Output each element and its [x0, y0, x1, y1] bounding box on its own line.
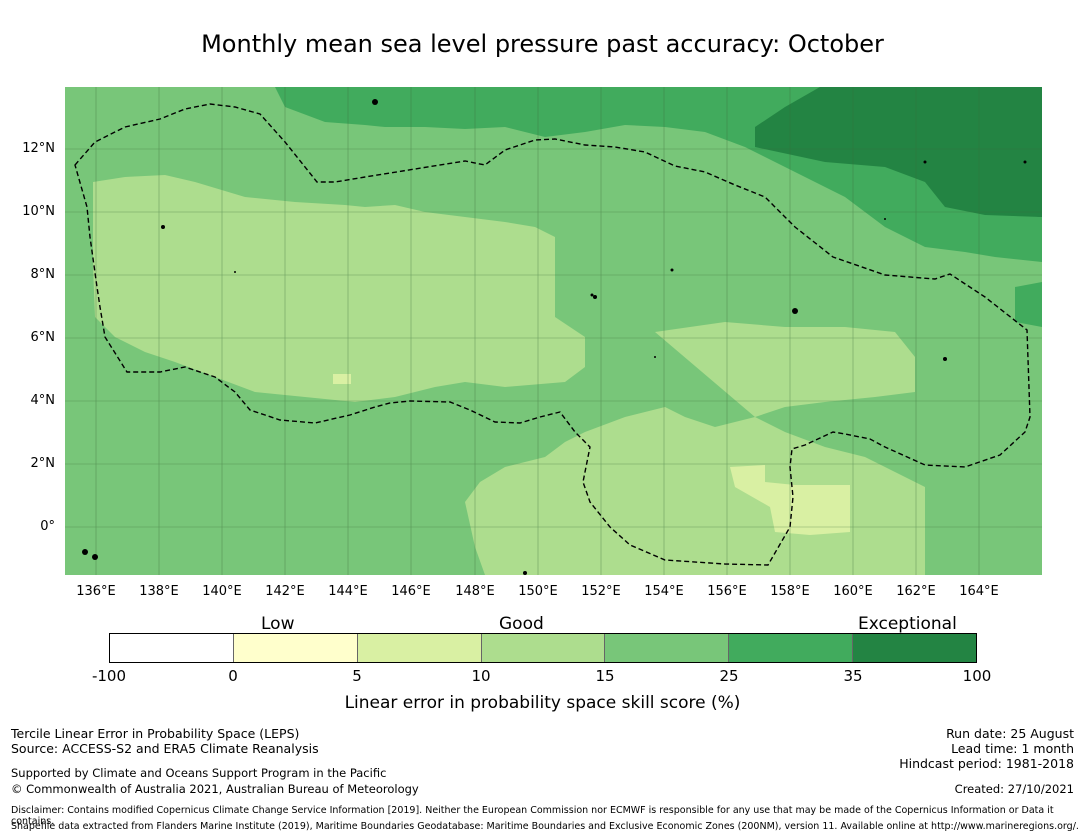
lon-label: 140°E	[202, 584, 242, 599]
lat-label: 4°N	[30, 393, 56, 408]
lon-label: 154°E	[644, 584, 684, 599]
disclaimer-shapefile: Shapefile data extracted from Flanders M…	[11, 821, 1079, 832]
colorbar-tick: 100	[962, 667, 992, 685]
colorbar-swatch	[853, 634, 977, 662]
footer-created: Created: 27/10/2021	[954, 782, 1074, 796]
colorbar-swatch	[357, 634, 482, 662]
category-low: Low	[261, 614, 295, 634]
footer-run-date: Run date: 25 August	[946, 726, 1074, 741]
colorbar-title: Linear error in probability space skill …	[344, 693, 741, 713]
footer-support: Supported by Climate and Oceans Support …	[11, 766, 387, 780]
category-exceptional: Exceptional	[858, 614, 957, 634]
eez-boundary	[74, 103, 1031, 566]
map-title: Monthly mean sea level pressure past acc…	[201, 30, 884, 58]
lon-label: 138°E	[139, 584, 179, 599]
footer-hindcast: Hindcast period: 1981-2018	[899, 756, 1074, 771]
lon-label: 152°E	[581, 584, 621, 599]
footer-lead-time: Lead time: 1 month	[951, 741, 1074, 756]
lon-label: 144°E	[328, 584, 368, 599]
islands	[82, 99, 1027, 575]
lon-label: 164°E	[959, 584, 999, 599]
lat-label: 8°N	[30, 267, 56, 282]
lat-label: 6°N	[30, 330, 56, 345]
footer-copyright: © Commonwealth of Australia 2021, Austra…	[11, 782, 419, 796]
skill-patch-5-10	[333, 374, 351, 384]
disclaimer-copernicus: Disclaimer: Contains modified Copernicus…	[11, 805, 1054, 827]
colorbar-tick: 0	[228, 667, 238, 685]
lon-label: 146°E	[391, 584, 431, 599]
colorbar-swatch	[110, 634, 234, 662]
colorbar-tick: 35	[843, 667, 863, 685]
colorbar-swatch	[233, 634, 358, 662]
lon-label: 160°E	[833, 584, 873, 599]
skill-region-25-35-east	[1015, 282, 1042, 327]
footer-source: Source: ACCESS-S2 and ERA5 Climate Reana…	[11, 741, 319, 756]
lon-label: 136°E	[76, 584, 116, 599]
lon-label: 150°E	[518, 584, 558, 599]
colorbar-swatch	[481, 634, 606, 662]
lon-label: 142°E	[265, 584, 305, 599]
lat-label: 12°N	[22, 141, 55, 156]
lon-label: 156°E	[707, 584, 747, 599]
footer-leps: Tercile Linear Error in Probability Spac…	[11, 726, 300, 741]
category-good: Good	[499, 614, 544, 634]
colorbar-swatch	[605, 634, 730, 662]
lat-label: 0°	[40, 519, 55, 534]
colorbar-tick: -100	[91, 667, 127, 685]
skill-map	[65, 87, 1042, 575]
colorbar-tick: 5	[352, 667, 362, 685]
colorbar-tick: 10	[471, 667, 491, 685]
skill-region-35-100	[755, 87, 1042, 217]
colorbar-tick: 15	[595, 667, 615, 685]
colorbar-tick: 25	[719, 667, 739, 685]
lon-label: 158°E	[770, 584, 810, 599]
lat-label: 2°N	[30, 456, 56, 471]
skill-region-10-15-west	[93, 175, 585, 402]
lat-label: 10°N	[22, 204, 55, 219]
map-gridlines	[65, 87, 1042, 575]
skill-region-35-100-patch	[980, 195, 1042, 217]
lon-label: 148°E	[455, 584, 495, 599]
lon-label: 162°E	[896, 584, 936, 599]
colorbar-swatch	[729, 634, 854, 662]
colorbar	[109, 633, 977, 663]
